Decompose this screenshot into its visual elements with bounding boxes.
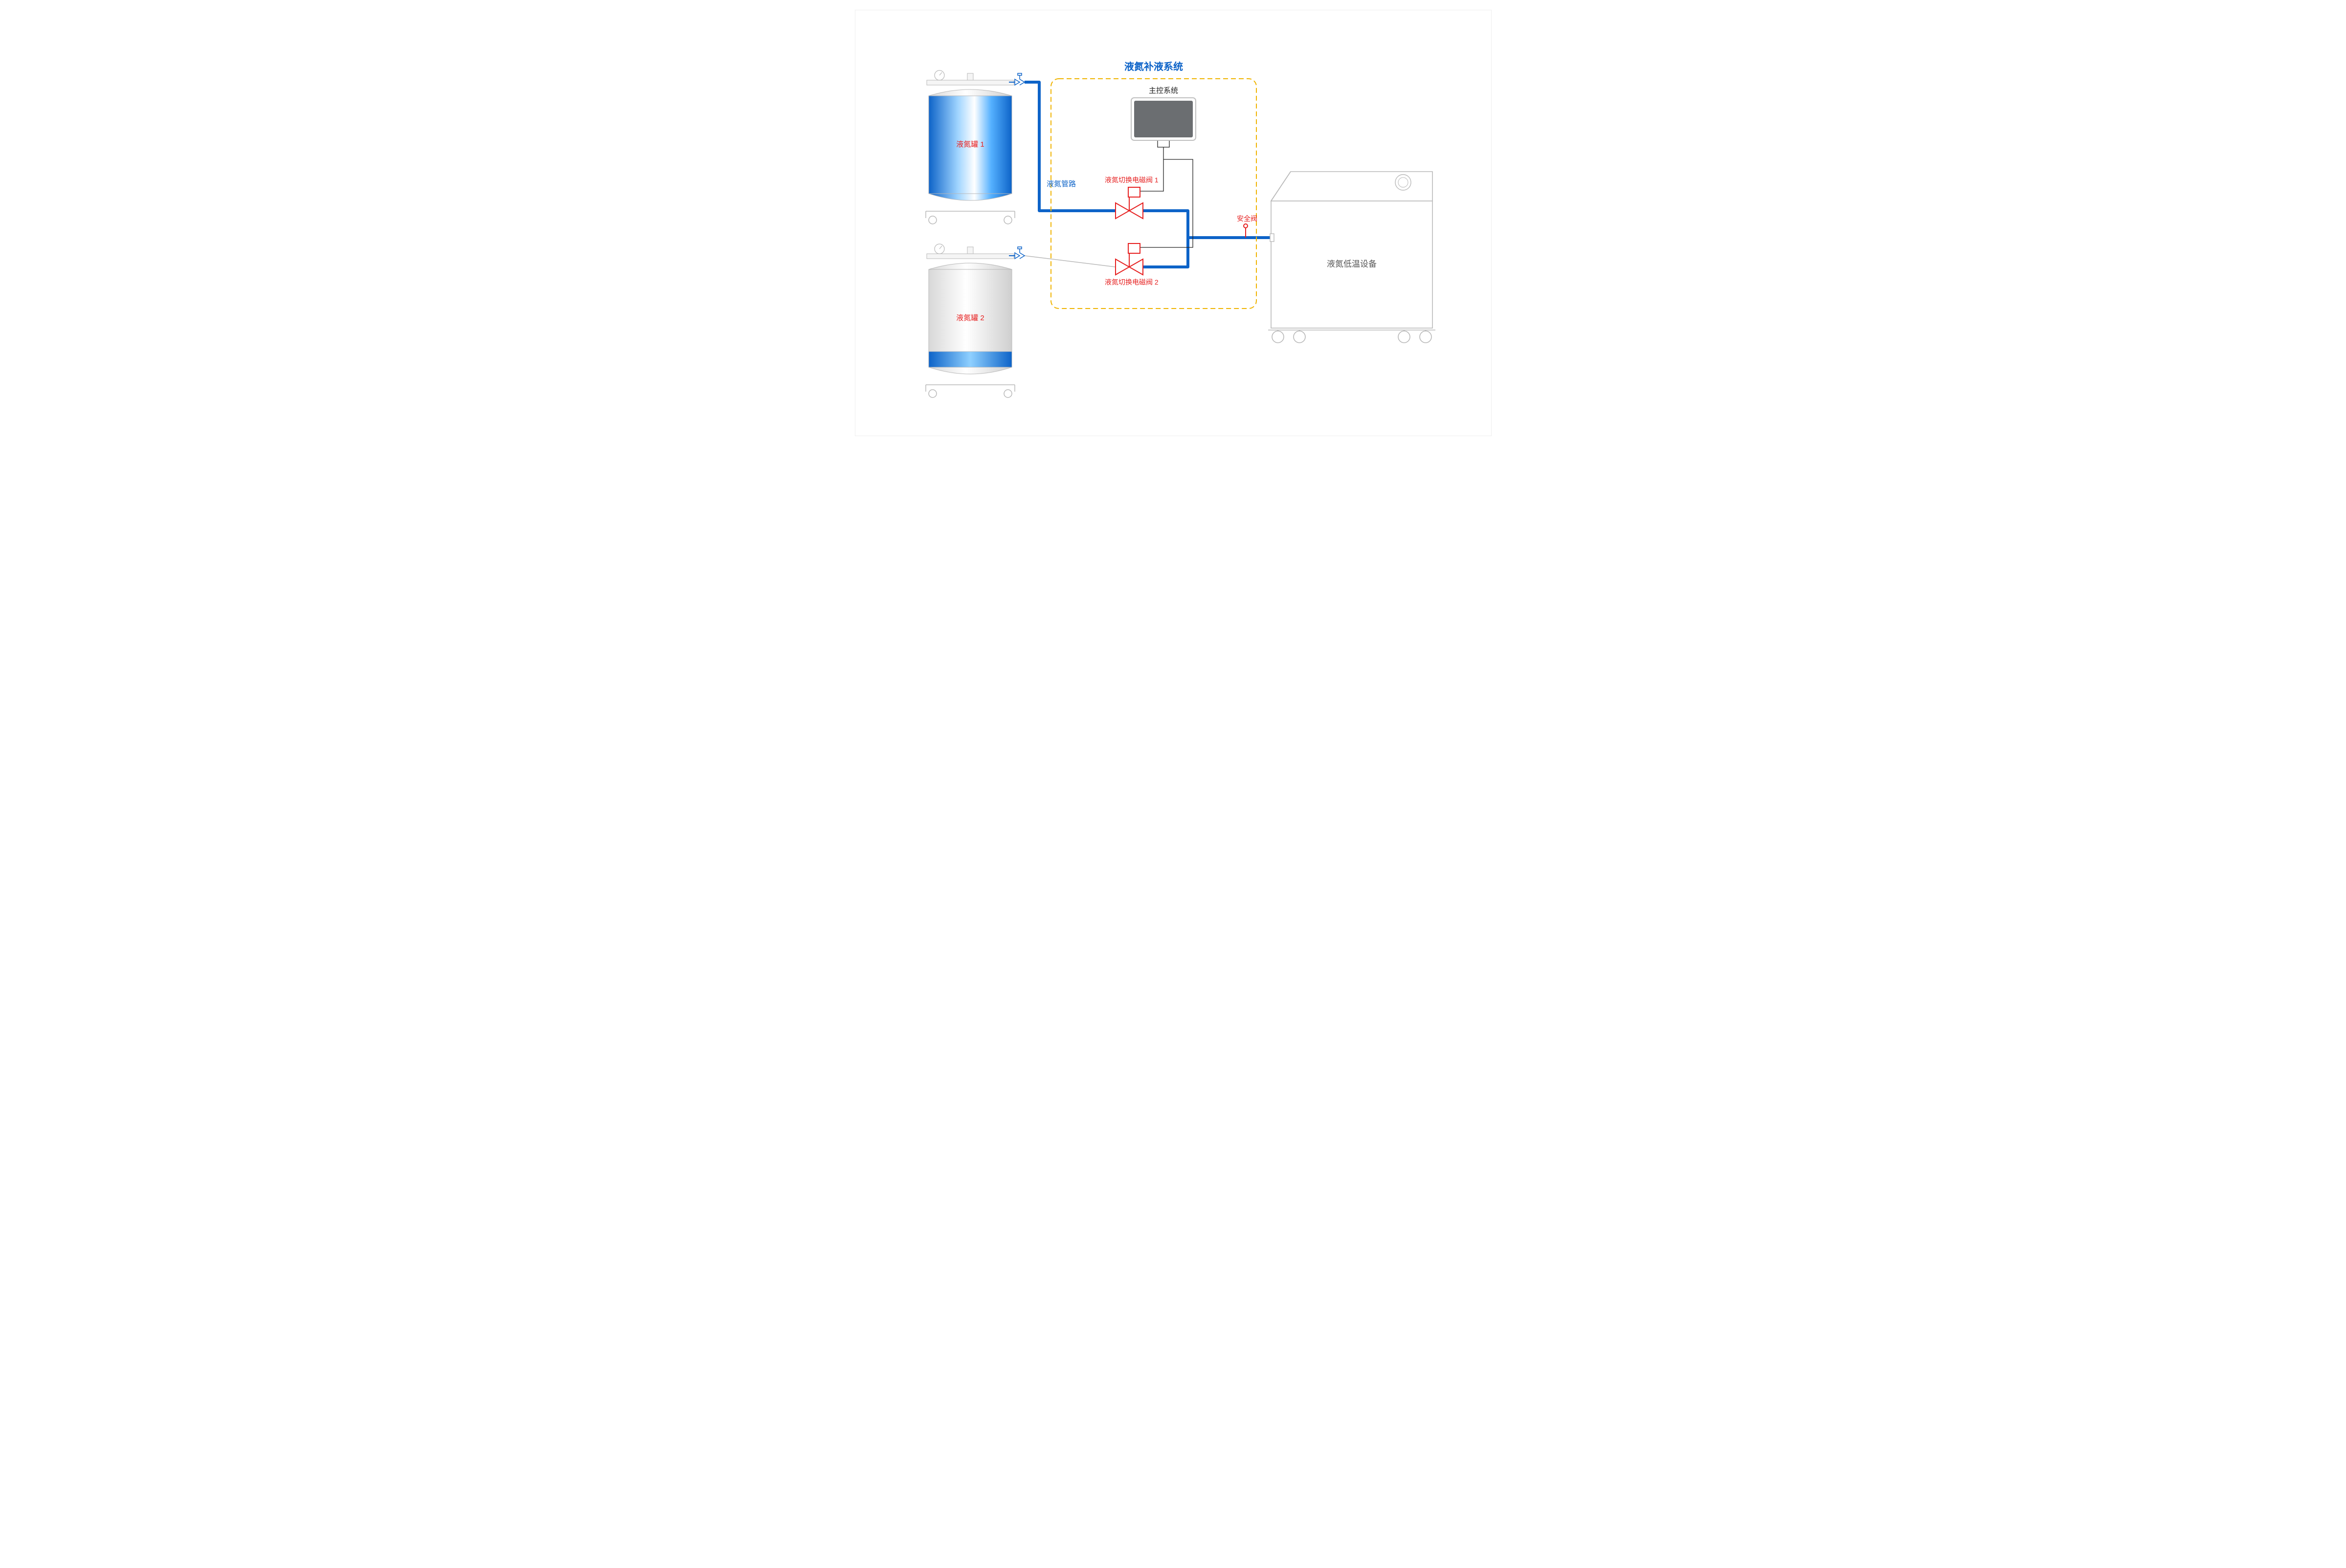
pipe-tank1-to-valve1 — [1025, 82, 1116, 211]
safety-valve-icon — [1244, 224, 1248, 228]
solenoid-actuator-icon — [1128, 243, 1140, 253]
safety-label: 安全阀 — [1237, 215, 1257, 222]
tank-2: 液氮罐 2 — [926, 244, 1025, 398]
solenoid-actuator-icon — [1128, 187, 1140, 197]
tank-1-label: 液氮罐 1 — [956, 140, 984, 149]
valve2-label: 液氮切换电磁阀 2 — [1105, 278, 1159, 286]
diagram-svg: 液氮补液系统 液氮罐 1液氮罐 2 主控系统 液氮低温设备 液氮管路液氮切换电磁… — [855, 10, 1491, 436]
diagram-title: 液氮补液系统 — [1124, 61, 1183, 72]
controller-label: 主控系统 — [1148, 87, 1178, 95]
pipe-valve2-to-main — [1143, 238, 1188, 267]
diagram-canvas: 液氮补液系统 液氮罐 1液氮罐 2 主控系统 液氮低温设备 液氮管路液氮切换电磁… — [855, 10, 1492, 436]
tank-2-label: 液氮罐 2 — [956, 314, 984, 322]
solenoid-valve-1 — [1116, 187, 1143, 219]
solenoid-valve-2 — [1116, 243, 1143, 275]
tank-outlet-valve-icon — [1015, 253, 1025, 259]
wheel-icon — [1420, 331, 1431, 343]
hatch-icon — [1395, 175, 1411, 190]
wheel-icon — [1294, 331, 1305, 343]
wheel-icon — [1272, 331, 1284, 343]
tank-1: 液氮罐 1 — [926, 70, 1025, 224]
wheel-icon — [1398, 331, 1410, 343]
equipment-label: 液氮低温设备 — [1327, 259, 1377, 268]
controller-screen — [1134, 101, 1193, 137]
tank-outlet-valve-icon — [1015, 79, 1025, 85]
pipe-label: 液氮管路 — [1047, 180, 1076, 188]
pipe-tank2-to-valve2 — [1025, 256, 1116, 267]
valve1-label: 液氮切换电磁阀 1 — [1105, 176, 1159, 184]
